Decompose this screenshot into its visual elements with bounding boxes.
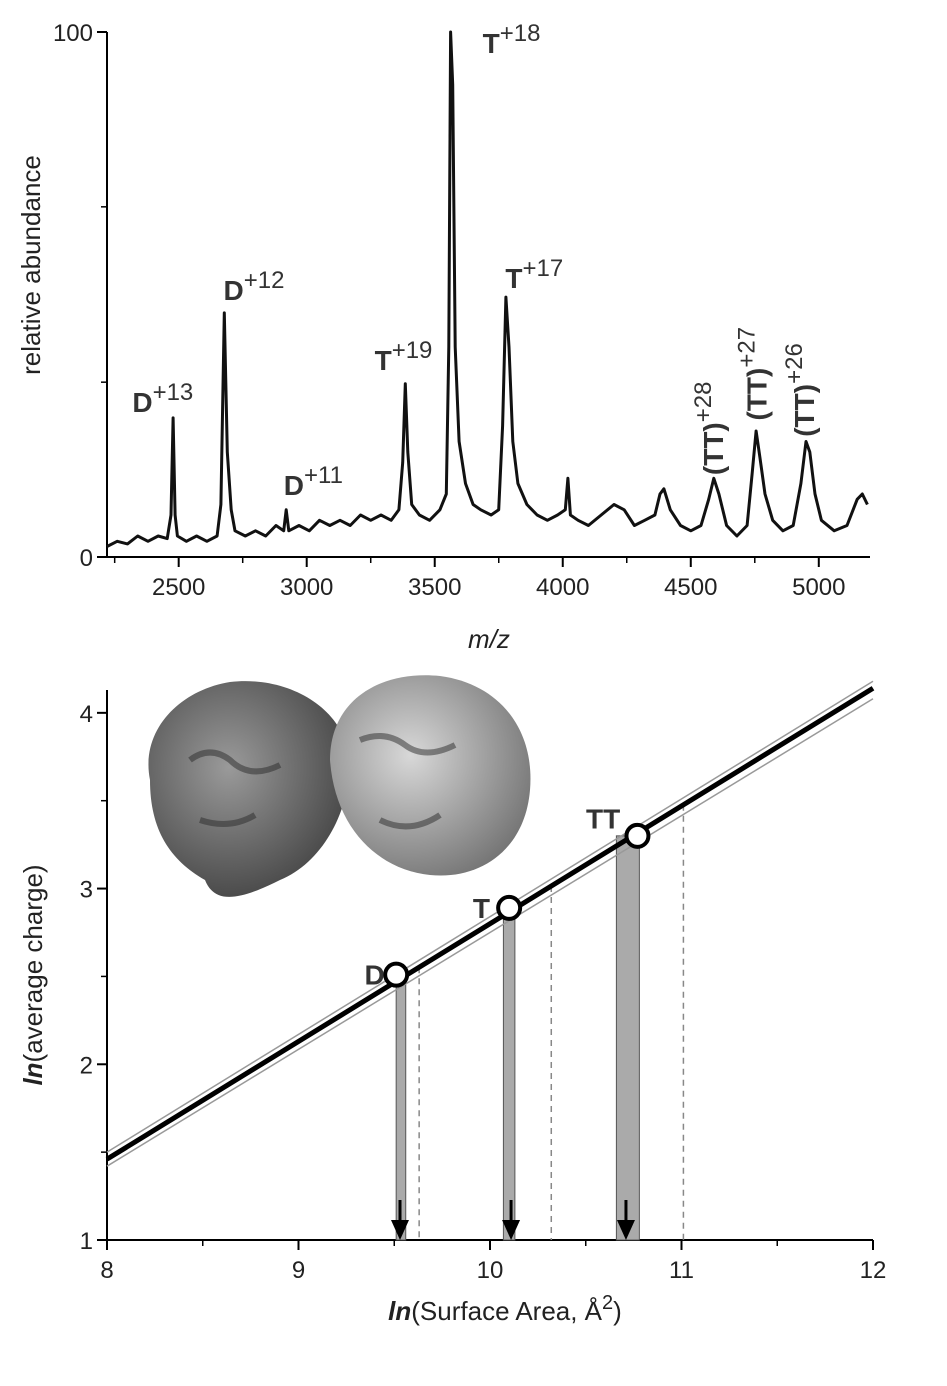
label-main: D (284, 470, 304, 501)
label-main: D (223, 275, 243, 306)
data-point (624, 822, 651, 849)
point-label: T (473, 893, 490, 924)
label-sup: +17 (523, 255, 564, 282)
x-axis-label: m/z (468, 624, 510, 654)
confidence-line (106, 680, 874, 1153)
label-main: (TT) (789, 384, 820, 437)
x-tick-label: 3500 (408, 574, 461, 601)
y-tick-label: 100 (53, 20, 93, 47)
spectrum-line (106, 30, 869, 548)
label-text: (Surface Area, Å (411, 1296, 602, 1326)
label-main: T (375, 345, 392, 376)
peak-label: (TT)+27 (733, 327, 772, 421)
arrow-head (502, 1220, 521, 1240)
point-label: D (364, 960, 384, 991)
label-sup: +12 (244, 267, 285, 294)
peak-label: T+18 (483, 20, 541, 59)
x-axis-label: ln(Surface Area, Å2) (388, 1292, 622, 1326)
label-sup: +11 (304, 462, 343, 489)
y-axis-label: relative abundance (16, 155, 46, 375)
peak-label: D+13 (132, 379, 193, 418)
x-tick-label: 5000 (792, 574, 845, 601)
arrow-head (616, 1220, 635, 1240)
label-text: (average charge) (18, 864, 48, 1062)
label-sup: +18 (500, 20, 541, 47)
label-sup: +28 (690, 382, 717, 423)
label-main: (TT) (741, 368, 772, 421)
x-tick-label: 12 (860, 1257, 887, 1284)
y-tick-label: 1 (80, 1228, 93, 1255)
x-tick-label: 4000 (536, 574, 589, 601)
peak-label: (TT)+28 (690, 382, 729, 476)
range-bar (502, 907, 516, 1241)
x-tick-label: 3000 (280, 574, 333, 601)
data-point (383, 961, 410, 988)
confidence-line (106, 698, 874, 1167)
label-sup: +26 (781, 343, 808, 384)
label-sup: +19 (392, 337, 433, 364)
peak-label: D+12 (223, 267, 284, 306)
x-tick-label: 9 (292, 1257, 305, 1284)
range-bar (615, 835, 640, 1241)
y-tick-label: 3 (80, 877, 93, 904)
arrow-head (390, 1220, 409, 1240)
fit-line (105, 686, 875, 1162)
label-main: T (505, 263, 522, 294)
label-main: D (132, 387, 152, 418)
x-tick-label: 2500 (152, 574, 205, 601)
label-suffix: ) (613, 1296, 622, 1326)
label-sup: 2 (602, 1292, 613, 1314)
label-prefix: ln (18, 1062, 48, 1085)
label-sup: +27 (733, 327, 760, 368)
data-point (496, 894, 523, 921)
protein-image (148, 675, 531, 897)
point-label: TT (586, 803, 620, 834)
y-tick-label: 0 (80, 545, 93, 572)
label-sup: +13 (153, 379, 194, 406)
label-main: T (483, 28, 500, 59)
label-main: (TT) (698, 422, 729, 475)
y-tick-label: 4 (80, 701, 93, 728)
peak-label: T+19 (375, 337, 433, 376)
x-tick-label: 10 (477, 1257, 504, 1284)
y-tick-label: 2 (80, 1052, 93, 1079)
peak-label: (TT)+26 (781, 343, 820, 437)
y-axis-label: ln(average charge) (18, 864, 48, 1085)
label-prefix: ln (388, 1296, 411, 1326)
x-tick-label: 4500 (664, 574, 717, 601)
peak-label: D+11 (284, 462, 343, 501)
peak-label: T+17 (505, 255, 563, 294)
x-tick-label: 11 (669, 1257, 694, 1284)
x-tick-label: 8 (100, 1257, 113, 1284)
